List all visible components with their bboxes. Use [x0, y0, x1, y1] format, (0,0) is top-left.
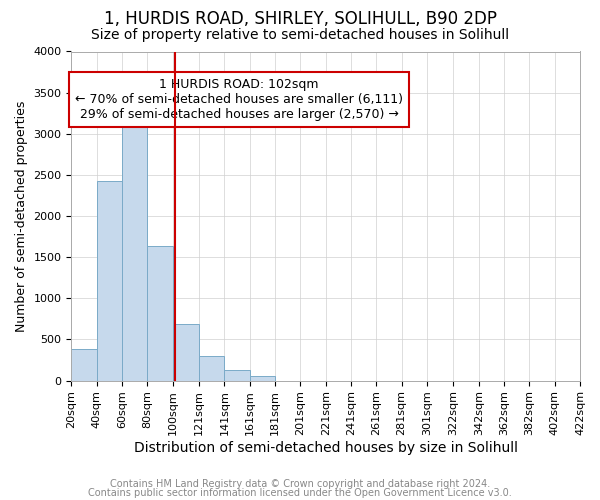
Bar: [71, 350, 97, 380]
Text: Size of property relative to semi-detached houses in Solihull: Size of property relative to semi-detach…: [91, 28, 509, 42]
Bar: [224, 370, 250, 380]
Bar: [173, 324, 199, 380]
Bar: [122, 122, 148, 380]
Bar: [199, 356, 224, 380]
Bar: [250, 376, 275, 380]
Text: 1 HURDIS ROAD: 102sqm
← 70% of semi-detached houses are smaller (6,111)
29% of s: 1 HURDIS ROAD: 102sqm ← 70% of semi-deta…: [75, 78, 403, 121]
Y-axis label: Number of semi-detached properties: Number of semi-detached properties: [15, 100, 28, 332]
Bar: [97, 182, 122, 380]
X-axis label: Distribution of semi-detached houses by size in Solihull: Distribution of semi-detached houses by …: [134, 441, 518, 455]
Text: 1, HURDIS ROAD, SHIRLEY, SOLIHULL, B90 2DP: 1, HURDIS ROAD, SHIRLEY, SOLIHULL, B90 2…: [104, 10, 497, 28]
Text: Contains HM Land Registry data © Crown copyright and database right 2024.: Contains HM Land Registry data © Crown c…: [110, 479, 490, 489]
Text: Contains public sector information licensed under the Open Government Licence v3: Contains public sector information licen…: [88, 488, 512, 498]
Bar: [148, 246, 173, 380]
